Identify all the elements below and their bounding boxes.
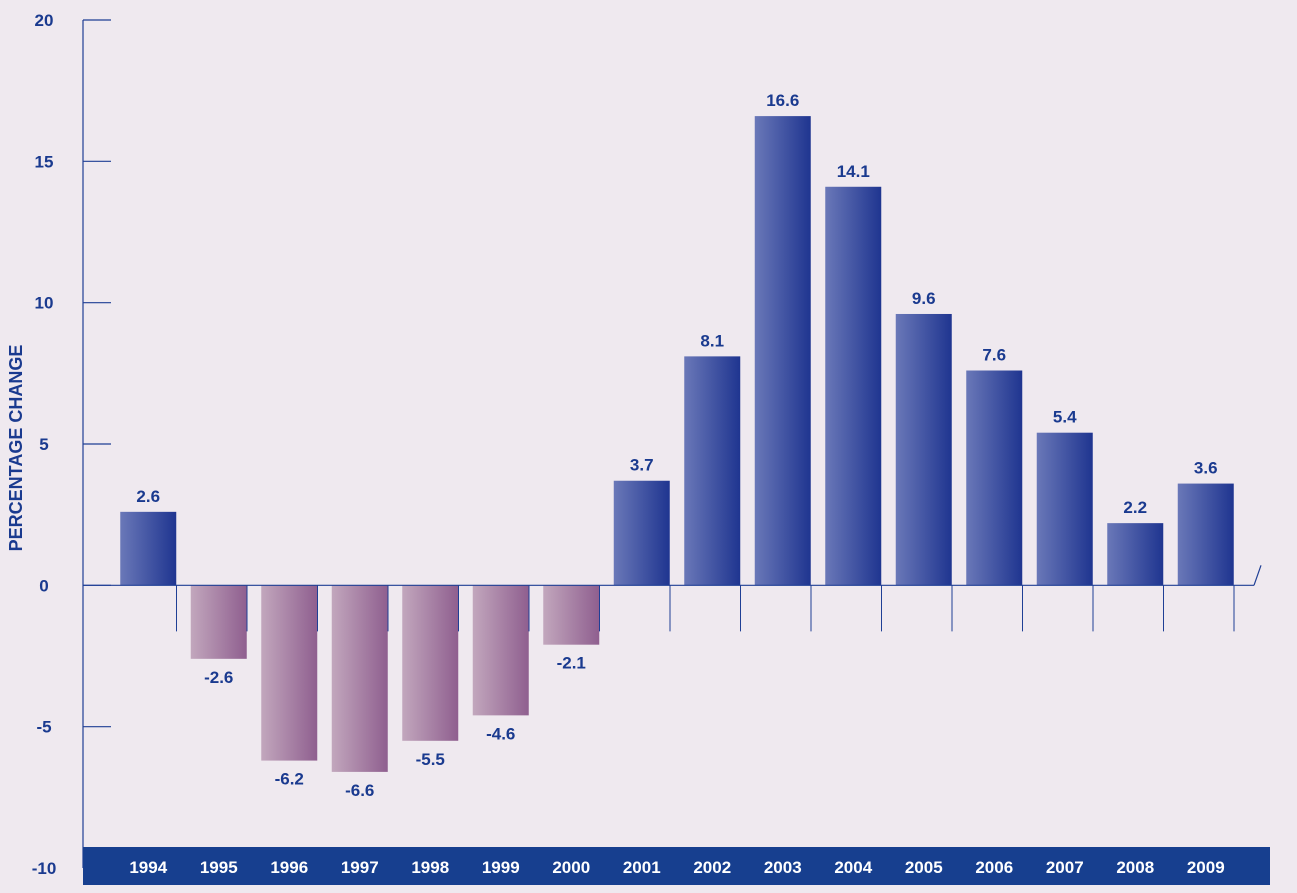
x-tick-label-2005: 2005: [905, 858, 943, 877]
x-tick-label-1996: 1996: [270, 858, 308, 877]
value-label-2007: 5.4: [1053, 408, 1077, 427]
x-tick-label-2000: 2000: [552, 858, 590, 877]
bar-2008: [1107, 523, 1164, 586]
bar-2004: [825, 186, 882, 586]
x-tick-label-2002: 2002: [693, 858, 731, 877]
value-label-2005: 9.6: [912, 289, 936, 308]
value-label-1995: -2.6: [204, 668, 233, 687]
value-label-2001: 3.7: [630, 456, 654, 475]
value-label-1998: -5.5: [416, 750, 445, 769]
bar-1996: [261, 585, 318, 761]
bars: 2.6 -2.6 -6.2 -6.6 -5.5 -4.6 -2.1 3.7 8.1 16.6 14.…: [120, 91, 1234, 800]
x-tick-label-2007: 2007: [1046, 858, 1084, 877]
x-tick-label-2001: 2001: [623, 858, 661, 877]
value-label-2002: 8.1: [700, 331, 724, 350]
y-tick-label: 15: [35, 152, 54, 171]
value-label-2003: 16.6: [766, 91, 799, 110]
value-label-2009: 3.6: [1194, 459, 1218, 478]
x-tick-label-1999: 1999: [482, 858, 520, 877]
bar-2001: [613, 480, 670, 586]
bar-1997: [331, 585, 388, 772]
value-label-1994: 2.6: [136, 487, 160, 506]
x-axis: [83, 565, 1262, 632]
value-label-2006: 7.6: [982, 346, 1006, 365]
y-tick-label: 5: [39, 435, 48, 454]
x-tick-label-1997: 1997: [341, 858, 379, 877]
y-axis: 20 15 10 5 0 -5 -10: [32, 11, 111, 878]
y-axis-label: PERCENTAGE CHANGE: [6, 345, 26, 552]
bar-2006: [966, 370, 1023, 586]
year-band: 1994 1995 1996 1997 1998 1999 2000 2001 2002 2003…: [83, 847, 1270, 885]
bar-1998: [402, 585, 459, 741]
x-tick-label-1995: 1995: [200, 858, 238, 877]
bar-2000: [543, 585, 600, 645]
x-tick-label-1994: 1994: [129, 858, 167, 877]
bar-1995: [190, 585, 247, 659]
y-tick-label: 10: [35, 294, 54, 313]
bar-2009: [1177, 483, 1234, 586]
bar-2002: [684, 356, 741, 586]
x-tick-label-2006: 2006: [975, 858, 1013, 877]
y-tick-label: 0: [39, 576, 48, 595]
bar-1999: [472, 585, 529, 716]
value-label-1997: -6.6: [345, 781, 374, 800]
bar-2007: [1036, 432, 1093, 586]
value-label-1999: -4.6: [486, 724, 515, 743]
y-tick-label: -10: [32, 859, 57, 878]
year-band-background: [83, 847, 1270, 885]
x-tick-label-2009: 2009: [1187, 858, 1225, 877]
x-tick-label-2004: 2004: [834, 858, 872, 877]
baseline-end: [1253, 565, 1262, 586]
y-tick-label: -5: [36, 718, 51, 737]
x-tick-label-1998: 1998: [411, 858, 449, 877]
value-label-2000: -2.1: [557, 654, 586, 673]
y-tick-label: 20: [35, 11, 54, 30]
value-label-2004: 14.1: [837, 162, 870, 181]
value-label-2008: 2.2: [1123, 498, 1147, 517]
value-label-1996: -6.2: [275, 770, 304, 789]
bar-2005: [895, 313, 952, 586]
bar-2003: [754, 116, 811, 586]
x-tick-label-2003: 2003: [764, 858, 802, 877]
x-tick-label-2008: 2008: [1116, 858, 1154, 877]
bar-1994: [120, 511, 177, 586]
